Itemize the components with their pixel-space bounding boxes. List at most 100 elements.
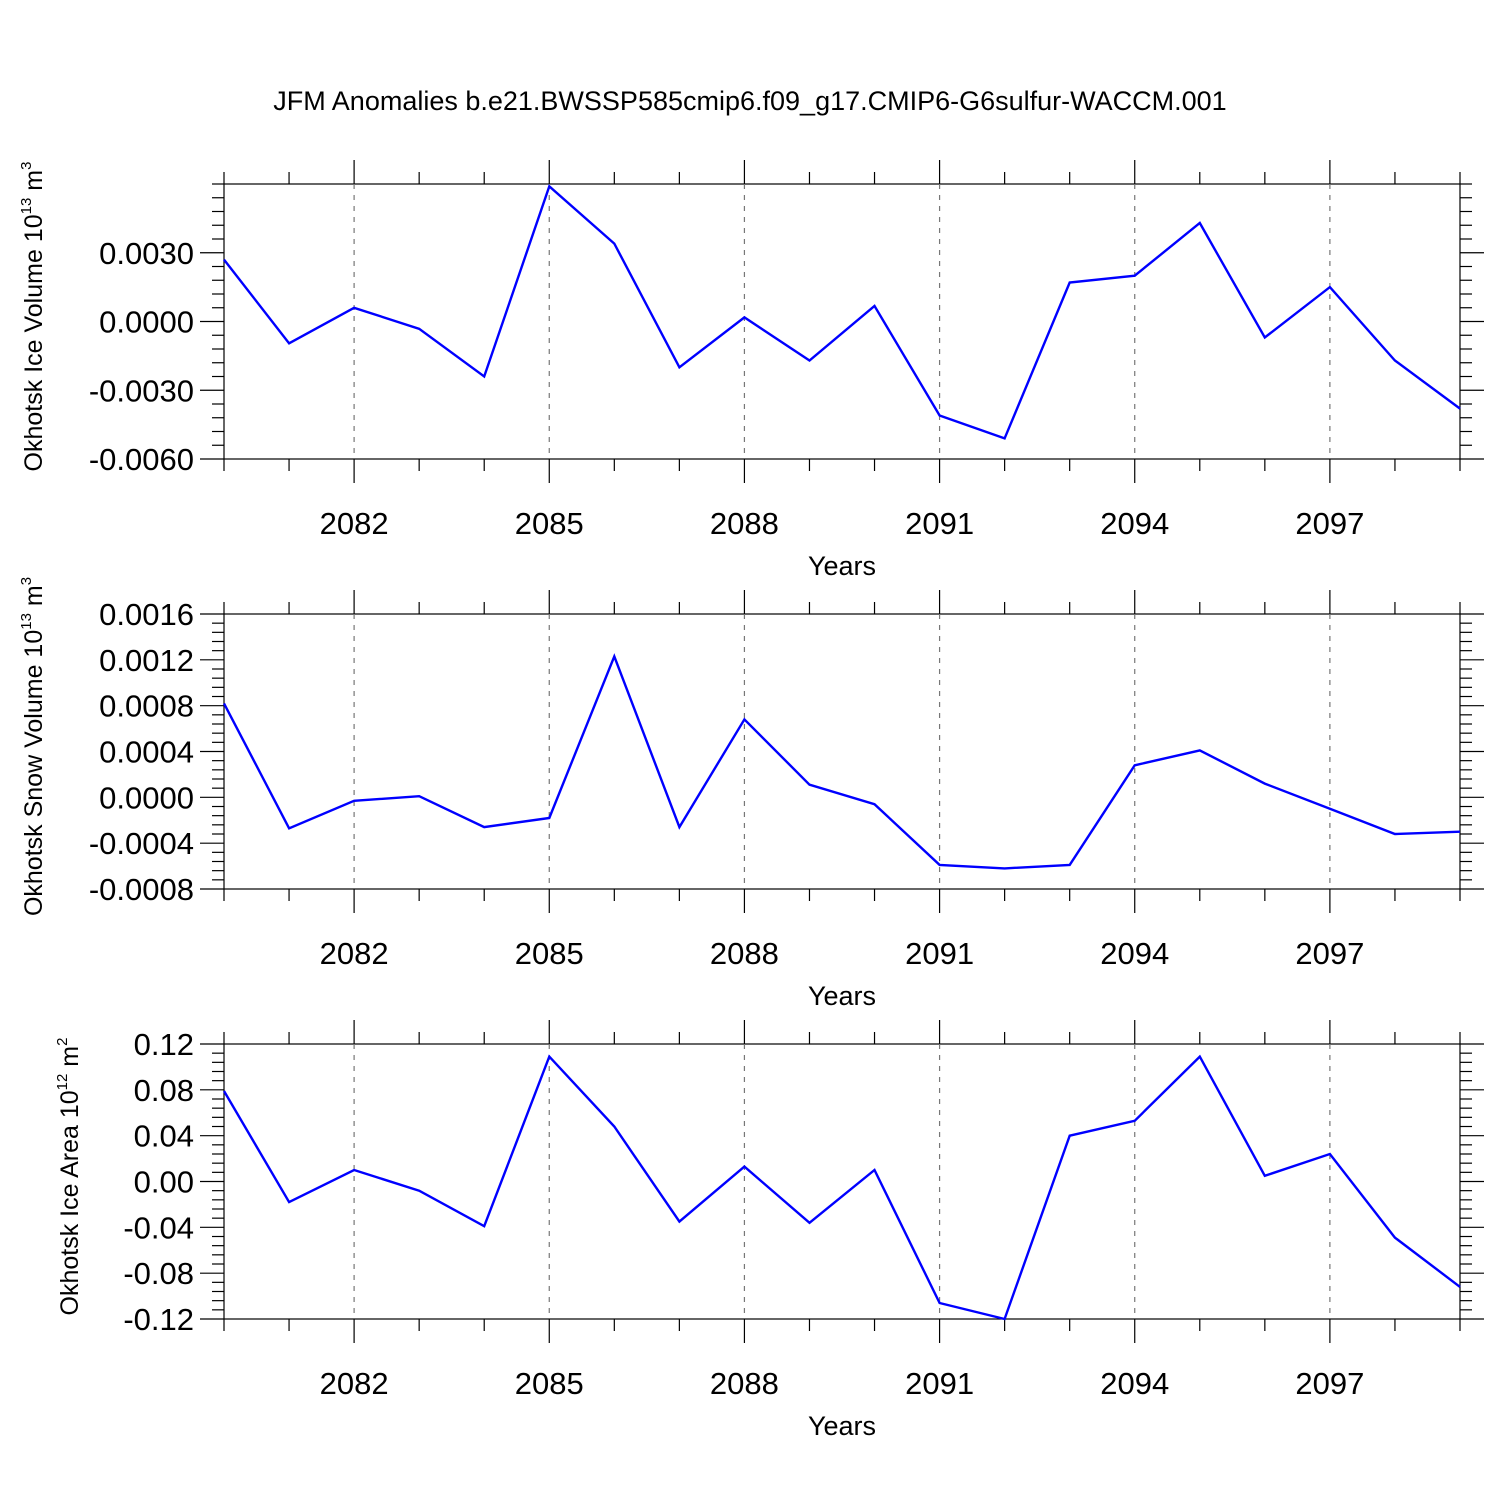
chart2-data-point bbox=[222, 701, 226, 705]
chart2-x-tick-label: 2091 bbox=[905, 936, 974, 971]
chart2-x-tick-label: 2085 bbox=[515, 936, 584, 971]
chart3-data-point bbox=[1263, 1174, 1267, 1178]
chart3-data-point bbox=[1003, 1317, 1007, 1321]
chart2-x-tick-label: 2097 bbox=[1295, 936, 1364, 971]
chart2-y-axis-label-main: Okhotsk Snow Volume 10 bbox=[20, 630, 48, 916]
chart1-x-tick-label: 2082 bbox=[320, 506, 389, 541]
chart3-y-tick-label: 0.12 bbox=[134, 1027, 194, 1062]
chart1-plot-frame bbox=[223, 183, 1461, 460]
chart3-data-point bbox=[222, 1089, 226, 1093]
chart3-x-tick-label: 2097 bbox=[1295, 1366, 1364, 1401]
chart3-data-point bbox=[482, 1224, 486, 1228]
chart3-data-point bbox=[807, 1221, 811, 1225]
chart3-data-point bbox=[1393, 1236, 1397, 1240]
chart3-data-point bbox=[612, 1125, 616, 1129]
chart2-y-axis-label-unit-exponent: 3 bbox=[18, 577, 35, 585]
chart2-data-point bbox=[1458, 830, 1462, 834]
chart3-data-point bbox=[938, 1301, 942, 1305]
chart2-x-tick-label: 2094 bbox=[1100, 936, 1169, 971]
chart3-x-tick-label: 2091 bbox=[905, 1366, 974, 1401]
chart2-data-point bbox=[287, 826, 291, 830]
chart1-x-tick-label: 2094 bbox=[1100, 506, 1169, 541]
chart1-y-axis-label-unit: m bbox=[20, 170, 48, 198]
chart2-data-point bbox=[1393, 832, 1397, 836]
chart2-y-axis-label-exponent: 13 bbox=[18, 613, 35, 630]
chart2-y-tick-label: 0.0008 bbox=[99, 689, 194, 724]
chart1-y-axis-label-exponent: 13 bbox=[18, 198, 35, 215]
chart2-y-tick-label: -0.0008 bbox=[89, 872, 194, 907]
chart2-y-axis-label-unit: m bbox=[20, 585, 48, 613]
chart2-data-point bbox=[1003, 866, 1007, 870]
chart2-x-tick-label: 2088 bbox=[710, 936, 779, 971]
chart1-x-tick-label: 2085 bbox=[515, 506, 584, 541]
chart1-data-point bbox=[1003, 436, 1007, 440]
chart1-data-point bbox=[352, 306, 356, 310]
chart3-x-tick-label: 2088 bbox=[710, 1366, 779, 1401]
chart1-data-point bbox=[1133, 274, 1137, 278]
chart3-x-tick-label: 2094 bbox=[1100, 1366, 1169, 1401]
chart3-y-axis-label-unit-exponent: 2 bbox=[54, 1038, 71, 1046]
chart1-data-point bbox=[482, 375, 486, 379]
chart3-plot-frame bbox=[223, 1043, 1461, 1320]
chart-panel-1: -0.0060 -0.0030 0.0000 0.0030 2082 2085 2088 20… bbox=[18, 160, 1484, 581]
chart2-plot-frame bbox=[223, 613, 1461, 890]
chart2-data-point bbox=[1263, 782, 1267, 786]
chart3-y-tick-label: 0.00 bbox=[134, 1165, 194, 1200]
chart1-data-point bbox=[807, 358, 811, 362]
chart2-data-point bbox=[807, 783, 811, 787]
chart3-data-point bbox=[873, 1168, 877, 1172]
chart2-data-point bbox=[742, 717, 746, 721]
chart2-data-point bbox=[612, 654, 616, 658]
chart3-x-tick-label: 2082 bbox=[320, 1366, 389, 1401]
chart1-data-point bbox=[417, 327, 421, 331]
chart2-y-tick-label: -0.0004 bbox=[89, 826, 194, 861]
chart2-y-tick-label: 0.0000 bbox=[99, 780, 194, 815]
chart3-data-point bbox=[352, 1168, 356, 1172]
chart2-data-point bbox=[1068, 863, 1072, 867]
chart3-y-tick-label: -0.12 bbox=[123, 1302, 194, 1337]
chart3-y-axis-label-exponent: 12 bbox=[54, 1074, 71, 1091]
chart1-data-point bbox=[222, 258, 226, 262]
chart1-y-tick-label: -0.0060 bbox=[89, 442, 194, 477]
chart3-data-point bbox=[1133, 1119, 1137, 1123]
chart1-data-point bbox=[677, 365, 681, 369]
chart3-y-tick-label: 0.08 bbox=[134, 1073, 194, 1108]
chart3-data-point bbox=[1458, 1285, 1462, 1289]
chart2-y-axis-label: Okhotsk Snow Volume 1013 m3 bbox=[18, 577, 48, 916]
chart1-data-point bbox=[287, 341, 291, 345]
chart1-data-point bbox=[938, 413, 942, 417]
chart1-data-point bbox=[1458, 407, 1462, 411]
chart1-data-point bbox=[1263, 336, 1267, 340]
chart2-data-point bbox=[938, 863, 942, 867]
chart2-data-point bbox=[352, 799, 356, 803]
chart3-x-axis-label: Years bbox=[808, 1411, 876, 1441]
chart1-data-point bbox=[873, 304, 877, 308]
chart3-y-tick-label: -0.04 bbox=[123, 1210, 194, 1245]
chart2-x-tick-label: 2082 bbox=[320, 936, 389, 971]
chart3-series-line bbox=[222, 1054, 1461, 1321]
chart1-data-point bbox=[547, 184, 551, 188]
chart1-y-axis-label-unit-exponent: 3 bbox=[18, 162, 35, 170]
chart1-series-line bbox=[223, 184, 1461, 440]
chart3-y-tick-label: -0.08 bbox=[123, 1256, 194, 1291]
chart2-x-axis-label: Years bbox=[808, 981, 876, 1011]
chart2-data-point bbox=[677, 825, 681, 829]
chart2-data-point bbox=[417, 794, 421, 798]
chart3-x-tick-label: 2085 bbox=[515, 1366, 584, 1401]
chart1-x-tick-label: 2088 bbox=[710, 506, 779, 541]
chart1-x-axis-label: Years bbox=[808, 551, 876, 581]
chart-panel-2: -0.0008 -0.0004 0.0000 0.0004 0.0008 0.0012 0.… bbox=[18, 577, 1484, 1011]
chart1-data-point bbox=[612, 242, 616, 246]
chart1-data-point bbox=[1393, 358, 1397, 362]
chart-panel-3: -0.12 -0.08 -0.04 0.00 0.04 0.08 0.12 2082 2085 2… bbox=[54, 1020, 1484, 1441]
chart3-y-axis-label-main: Okhotsk Ice Area 10 bbox=[56, 1090, 84, 1315]
chart2-data-point bbox=[1328, 807, 1332, 811]
chart3-y-axis-label-unit: m bbox=[56, 1046, 84, 1074]
chart3-data-point bbox=[417, 1189, 421, 1193]
chart1-x-tick-label: 2091 bbox=[905, 506, 974, 541]
chart3-y-axis-label: Okhotsk Ice Area 1012 m2 bbox=[54, 1038, 84, 1316]
chart1-y-tick-label: -0.0030 bbox=[89, 373, 194, 408]
chart1-data-point bbox=[742, 315, 746, 319]
chart2-y-tick-label: 0.0016 bbox=[99, 597, 194, 632]
